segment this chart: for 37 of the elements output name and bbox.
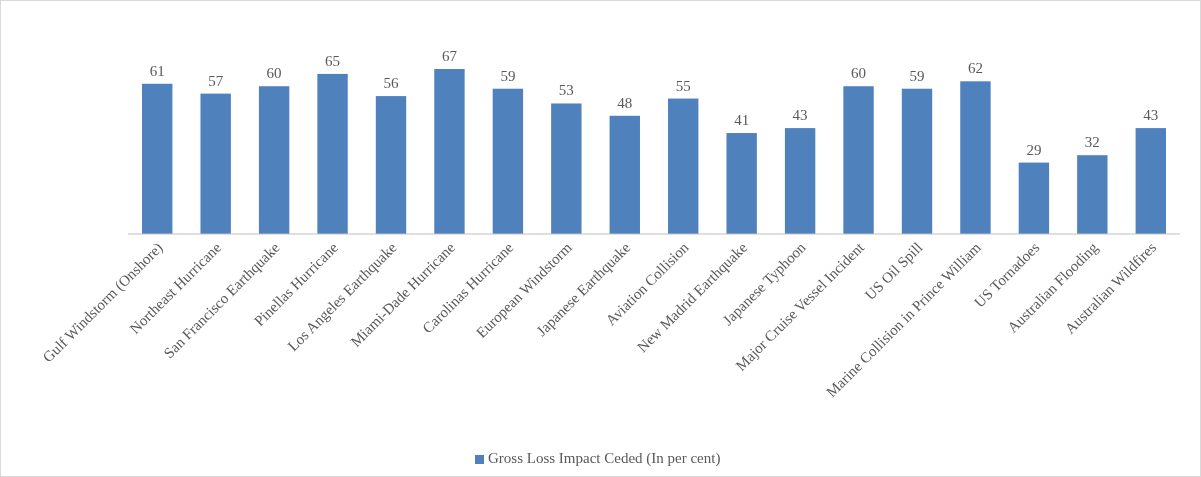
bar: [317, 73, 348, 234]
data-label: 62: [967, 60, 983, 77]
data-label: 41: [734, 112, 750, 129]
data-label: 43: [792, 107, 808, 124]
data-label: 32: [1084, 134, 1100, 151]
bar: [1135, 128, 1166, 234]
data-label: 43: [1143, 107, 1159, 124]
bar: [492, 88, 524, 234]
bar: [668, 98, 699, 234]
bar: [1077, 155, 1108, 234]
data-label: 61: [149, 62, 165, 79]
bar: [609, 115, 640, 234]
bar: [1018, 162, 1050, 234]
data-label: 65: [325, 52, 341, 69]
bar: [434, 69, 465, 234]
data-label: 59: [500, 67, 516, 84]
bar: [551, 103, 582, 234]
bar: [784, 128, 816, 234]
bar: [726, 133, 757, 234]
data-label: 53: [558, 82, 574, 99]
legend-label: Gross Loss Impact Ceded (In per cent): [488, 450, 721, 468]
bar: [843, 86, 874, 234]
bar: [960, 81, 991, 234]
data-label: 55: [675, 77, 691, 94]
bar: [901, 88, 933, 234]
bar: [258, 86, 290, 234]
bar: [200, 93, 231, 234]
data-label: 56: [383, 75, 399, 92]
data-label: 60: [266, 65, 282, 82]
data-label: 60: [851, 65, 867, 82]
data-label: 29: [1026, 141, 1042, 158]
bar: [142, 83, 173, 234]
data-label: 57: [208, 72, 224, 89]
data-label: 67: [441, 48, 458, 64]
data-label: 48: [617, 94, 633, 111]
data-label: 59: [909, 67, 925, 84]
bar: [375, 96, 407, 234]
